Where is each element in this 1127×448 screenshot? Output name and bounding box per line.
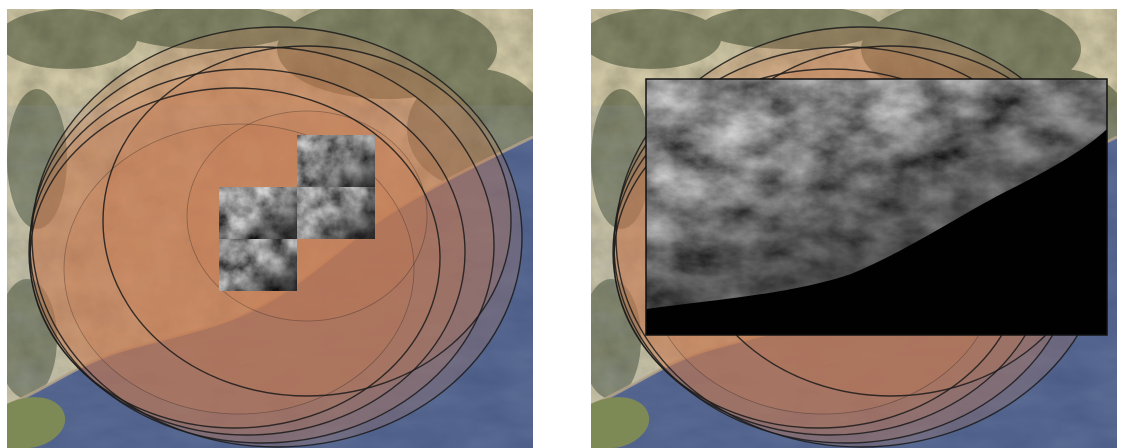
raster-border — [645, 78, 1108, 336]
buffer-ring-outline — [186, 110, 428, 322]
right-map-svg — [591, 9, 1117, 448]
coastline — [7, 135, 533, 407]
right-map-panel — [591, 9, 1117, 448]
elevation-tile — [219, 239, 297, 291]
river-delta — [7, 397, 66, 448]
buffer-ring-outline — [102, 45, 512, 397]
buffer-ring-outline — [28, 68, 466, 436]
elevation-tile — [219, 187, 297, 239]
buffer-ring-outline — [29, 87, 441, 429]
elevation-tiles — [219, 135, 375, 291]
elevation-tile — [297, 135, 375, 187]
sea-texture — [7, 137, 533, 448]
buffer-ring-outline — [63, 123, 415, 415]
merged-elevation-raster — [645, 78, 1108, 336]
elevation-tile — [297, 187, 375, 239]
river-delta — [591, 397, 650, 448]
left-map-panel — [7, 9, 533, 448]
left-map-svg — [7, 9, 533, 448]
buffer-rings — [28, 26, 523, 448]
